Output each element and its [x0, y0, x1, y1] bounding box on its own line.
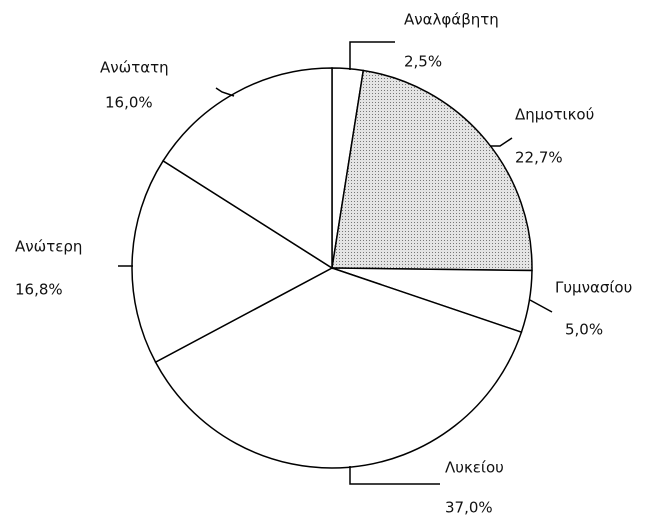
value-label: 16,8%: [15, 281, 63, 299]
leader-line: [490, 137, 513, 147]
leader-line: [529, 299, 553, 313]
pie-slice: [154, 267, 523, 469]
slice-label: Δημοτικού: [515, 106, 594, 124]
value-label: 22,7%: [515, 149, 563, 167]
leader-line: [349, 41, 395, 70]
value-label: 37,0%: [445, 499, 493, 517]
value-label: 5,0%: [565, 321, 603, 339]
slice-label: Γυμνασίου: [555, 279, 632, 297]
pie-slice: [131, 159, 334, 364]
slice-label: Ανώτατη: [100, 59, 169, 77]
value-label: 2,5%: [404, 53, 442, 71]
leader-line: [349, 466, 440, 485]
leader-line: [215, 87, 235, 97]
slice-label: Ανώτερη: [15, 238, 82, 256]
slice-label: Λυκείου: [445, 459, 504, 477]
slice-label: Αναλφάβητη: [404, 11, 499, 29]
pie-slice: [162, 67, 333, 270]
pie-slice: [331, 69, 533, 272]
value-label: 16,0%: [105, 94, 153, 112]
